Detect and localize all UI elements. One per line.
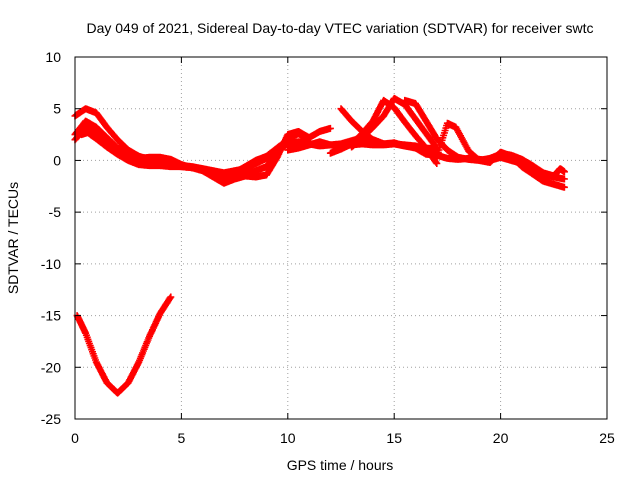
x-tick-label: 10 bbox=[280, 430, 296, 446]
x-tick-label: 15 bbox=[386, 430, 402, 446]
y-tick-label: -25 bbox=[41, 411, 61, 427]
data-marker-path bbox=[348, 94, 441, 152]
plot-frame bbox=[74, 56, 608, 420]
y-tick-label: -20 bbox=[41, 359, 61, 375]
data-marker-path bbox=[73, 293, 175, 397]
series-track-l bbox=[73, 293, 175, 397]
y-axis-label: SDTVAR / TECUs bbox=[5, 182, 21, 294]
y-tick-label: 10 bbox=[45, 49, 61, 65]
axis-ticks: 0 5 10 15 20 25 -25 -20 -15 -10 -5 0 5 10 bbox=[41, 49, 615, 446]
y-tick-label: -10 bbox=[41, 256, 61, 272]
data-points bbox=[71, 94, 568, 397]
y-tick-label: -15 bbox=[41, 308, 61, 324]
x-tick-label: 20 bbox=[493, 430, 509, 446]
x-tick-label: 25 bbox=[599, 430, 615, 446]
x-tick-label: 0 bbox=[71, 430, 79, 446]
series-track-h bbox=[348, 94, 441, 152]
y-tick-label: 0 bbox=[53, 152, 61, 168]
series-track-k bbox=[497, 149, 568, 180]
y-tick-label: -5 bbox=[49, 204, 62, 220]
y-tick-label: 5 bbox=[53, 101, 61, 117]
x-tick-label: 5 bbox=[178, 430, 186, 446]
chart-title: Day 049 of 2021, Sidereal Day-to-day VTE… bbox=[86, 20, 593, 36]
x-axis-label: GPS time / hours bbox=[287, 457, 394, 473]
data-marker-path bbox=[497, 149, 568, 180]
